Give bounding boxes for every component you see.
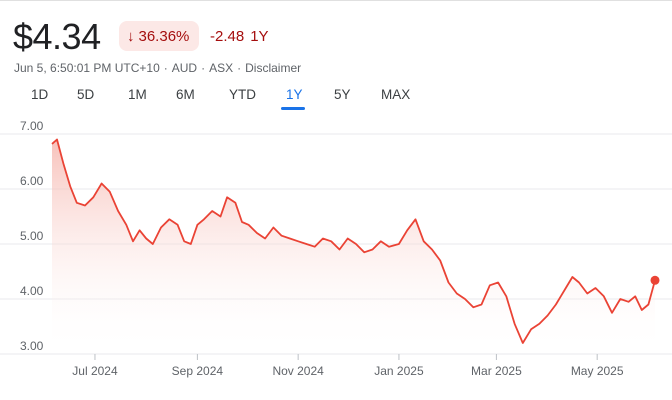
tab-5d[interactable]: 5D <box>77 87 95 102</box>
change-percent-badge: ↓ 36.36% <box>119 21 200 51</box>
current-price-point[interactable] <box>650 275 660 285</box>
change-summary: -2.48 1Y <box>210 28 269 45</box>
tab-6m[interactable]: 6M <box>176 87 195 102</box>
change-percent: 36.36% <box>138 27 190 45</box>
x-tick-label: Jul 2024 <box>72 364 118 378</box>
tab-max[interactable]: MAX <box>381 87 411 102</box>
tab-1m[interactable]: 1M <box>128 87 147 102</box>
y-tick-label: 4.00 <box>20 284 44 298</box>
quote-timestamp: Jun 5, 6:50:01 PM UTC+10 <box>14 61 160 75</box>
arrow-down-icon: ↓ <box>127 27 135 45</box>
price-chart[interactable]: 3.00 4.00 5.00 6.00 7.00 Jul 2024 Sep 2024 Nov… <box>0 120 672 400</box>
tab-1d[interactable]: 1D <box>31 87 49 102</box>
tab-1y[interactable]: 1Y <box>286 87 303 102</box>
tab-ytd[interactable]: YTD <box>229 87 256 102</box>
quote-currency: AUD <box>171 61 198 75</box>
price-line-series <box>51 138 656 344</box>
top-divider <box>0 0 672 1</box>
y-tick-label: 5.00 <box>20 229 44 243</box>
quote-meta: Jun 5, 6:50:01 PM UTC+10 · AUD · ASX · D… <box>14 61 301 75</box>
change-absolute: -2.48 <box>210 28 245 45</box>
disclaimer-link[interactable]: Disclaimer <box>245 61 302 75</box>
y-tick-label: 7.00 <box>20 120 44 133</box>
meta-separator: · <box>237 61 242 75</box>
x-tick-label: May 2025 <box>571 364 624 378</box>
meta-separator: · <box>201 61 206 75</box>
x-axis-ticks: Jul 2024 Sep 2024 Nov 2024 Jan 2025 Mar 2025… <box>72 354 624 378</box>
x-tick-label: Jan 2025 <box>374 364 424 378</box>
x-tick-label: Sep 2024 <box>172 364 224 378</box>
meta-separator: · <box>163 61 168 75</box>
change-period: 1Y <box>250 28 269 45</box>
quote-exchange: ASX <box>209 61 234 75</box>
x-tick-label: Nov 2024 <box>272 364 324 378</box>
y-axis-ticks: 3.00 4.00 5.00 6.00 7.00 <box>20 120 44 353</box>
current-price: $4.34 <box>13 16 101 57</box>
y-tick-label: 3.00 <box>20 339 44 353</box>
tab-5y[interactable]: 5Y <box>334 87 351 102</box>
y-tick-label: 6.00 <box>20 174 44 188</box>
x-tick-label: Mar 2025 <box>471 364 522 378</box>
price-area-fill <box>52 139 655 354</box>
active-tab-indicator <box>281 107 305 110</box>
